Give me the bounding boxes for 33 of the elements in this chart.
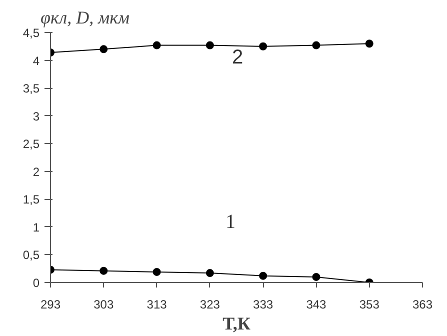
y-tick-label: 3 bbox=[32, 109, 40, 124]
point bbox=[100, 266, 108, 275]
point bbox=[100, 45, 108, 54]
y-tick-label: 0 bbox=[32, 276, 40, 290]
y-axis-title: φкл, D, мкм bbox=[40, 8, 130, 28]
point bbox=[206, 41, 214, 50]
point bbox=[312, 41, 320, 50]
y-tick-label: 3,5 bbox=[22, 82, 40, 96]
y-tick-label: 1 bbox=[32, 220, 40, 234]
point bbox=[206, 269, 214, 278]
x-axis-title: Т,К bbox=[222, 314, 250, 334]
x-tick-label: 303 bbox=[94, 298, 114, 312]
y-tick-label: 4 bbox=[32, 54, 40, 68]
point bbox=[259, 42, 268, 50]
point bbox=[152, 41, 161, 50]
point bbox=[312, 272, 320, 281]
y-tick-label: 4,5 bbox=[22, 26, 40, 40]
x-tick-label: 313 bbox=[146, 298, 168, 312]
y-tick-label: 0,5 bbox=[22, 248, 40, 262]
y-tick-label: 2 bbox=[32, 164, 40, 179]
point bbox=[152, 268, 161, 276]
x-tick-label: 363 bbox=[412, 298, 433, 312]
x-tick-label: 323 bbox=[200, 298, 220, 312]
x-tick-label: 293 bbox=[40, 298, 61, 312]
y-tick-label: 2,5 bbox=[22, 137, 40, 152]
point bbox=[365, 40, 374, 48]
series-label: 1 bbox=[226, 211, 236, 234]
series-label: 2 bbox=[232, 46, 244, 68]
x-tick-label: 333 bbox=[253, 298, 274, 312]
point bbox=[259, 272, 268, 280]
x-tick-label: 353 bbox=[359, 298, 380, 312]
x-tick-label: 343 bbox=[306, 298, 327, 312]
y-tick-label: 1,5 bbox=[22, 192, 40, 207]
